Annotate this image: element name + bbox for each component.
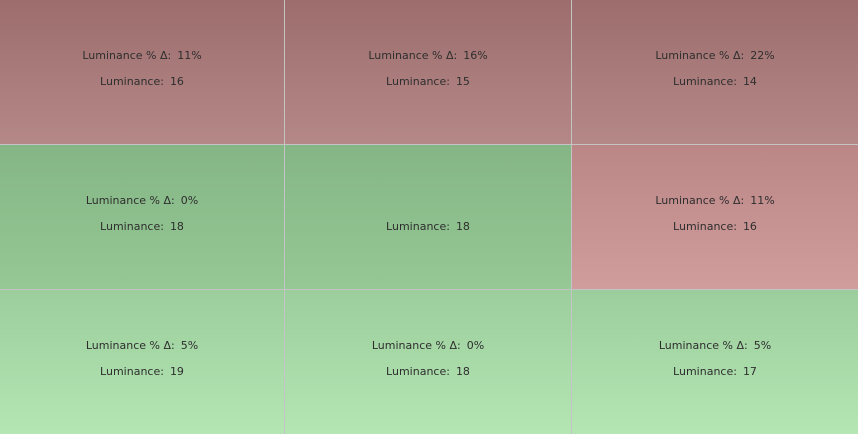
luminance-line: Luminance: 15 — [285, 75, 571, 89]
delta-line: Luminance % Δ: 5% — [0, 339, 284, 353]
cell: Luminance % Δ: 0% Luminance: 18 — [0, 145, 285, 290]
luminance-value: 18 — [455, 220, 470, 233]
delta-value: 22% — [750, 49, 775, 62]
delta-value: 5% — [753, 339, 772, 352]
delta-value: 11% — [750, 194, 775, 207]
luminance-value: 16 — [742, 220, 757, 233]
cell: Luminance % Δ: 11% Luminance: 16 — [572, 145, 858, 290]
cell: Luminance % Δ: 11% Luminance: 16 — [0, 0, 285, 145]
delta-line: Luminance % Δ: 22% — [572, 49, 858, 63]
delta-label: Luminance % Δ: — [85, 194, 175, 207]
delta-line: Luminance % Δ: 16% — [285, 49, 571, 63]
delta-value: 0% — [180, 194, 199, 207]
delta-value: 5% — [180, 339, 199, 352]
delta-label: Luminance % Δ: — [655, 194, 745, 207]
luminance-label: Luminance: — [386, 220, 450, 233]
cell: Luminance % Δ: 5% Luminance: 17 — [572, 290, 858, 434]
luminance-line: Luminance: 18 — [285, 365, 571, 379]
delta-label: Luminance % Δ: — [371, 339, 461, 352]
luminance-line: Luminance: 19 — [0, 365, 284, 379]
delta-value: 11% — [177, 49, 202, 62]
luminance-value: 15 — [455, 75, 470, 88]
cell: Luminance % Δ: 5% Luminance: 19 — [0, 290, 285, 434]
luminance-label: Luminance: — [673, 220, 737, 233]
luminance-line: Luminance: 18 — [0, 220, 284, 234]
luminance-value: 14 — [742, 75, 757, 88]
luminance-label: Luminance: — [386, 75, 450, 88]
delta-label: Luminance % Δ: — [368, 49, 458, 62]
delta-line: Luminance % Δ: 11% — [0, 49, 284, 63]
luminance-value: 17 — [742, 365, 757, 378]
luminance-label: Luminance: — [100, 75, 164, 88]
luminance-label: Luminance: — [673, 365, 737, 378]
cell: Luminance: 18 — [285, 145, 572, 290]
luminance-label: Luminance: — [100, 220, 164, 233]
luminance-value: 18 — [455, 365, 470, 378]
delta-line: Luminance % Δ: 5% — [572, 339, 858, 353]
luminance-line: Luminance: 18 — [285, 220, 571, 234]
delta-label: Luminance % Δ: — [655, 49, 745, 62]
delta-line: Luminance % Δ: 0% — [285, 339, 571, 353]
luminance-line: Luminance: 14 — [572, 75, 858, 89]
luminance-label: Luminance: — [100, 365, 164, 378]
cell: Luminance % Δ: 0% Luminance: 18 — [285, 290, 572, 434]
delta-label: Luminance % Δ: — [658, 339, 748, 352]
delta-line: Luminance % Δ: 11% — [572, 194, 858, 208]
luminance-line: Luminance: 16 — [0, 75, 284, 89]
delta-value: 16% — [463, 49, 488, 62]
luminance-label: Luminance: — [386, 365, 450, 378]
luminance-value: 19 — [169, 365, 184, 378]
luminance-line: Luminance: 17 — [572, 365, 858, 379]
delta-label: Luminance % Δ: — [85, 339, 175, 352]
luminance-label: Luminance: — [673, 75, 737, 88]
delta-label: Luminance % Δ: — [82, 49, 172, 62]
delta-value: 0% — [466, 339, 485, 352]
luminance-line: Luminance: 16 — [572, 220, 858, 234]
luminance-value: 16 — [169, 75, 184, 88]
luminance-value: 18 — [169, 220, 184, 233]
delta-line: Luminance % Δ: 0% — [0, 194, 284, 208]
cell: Luminance % Δ: 22% Luminance: 14 — [572, 0, 858, 145]
cell: Luminance % Δ: 16% Luminance: 15 — [285, 0, 572, 145]
